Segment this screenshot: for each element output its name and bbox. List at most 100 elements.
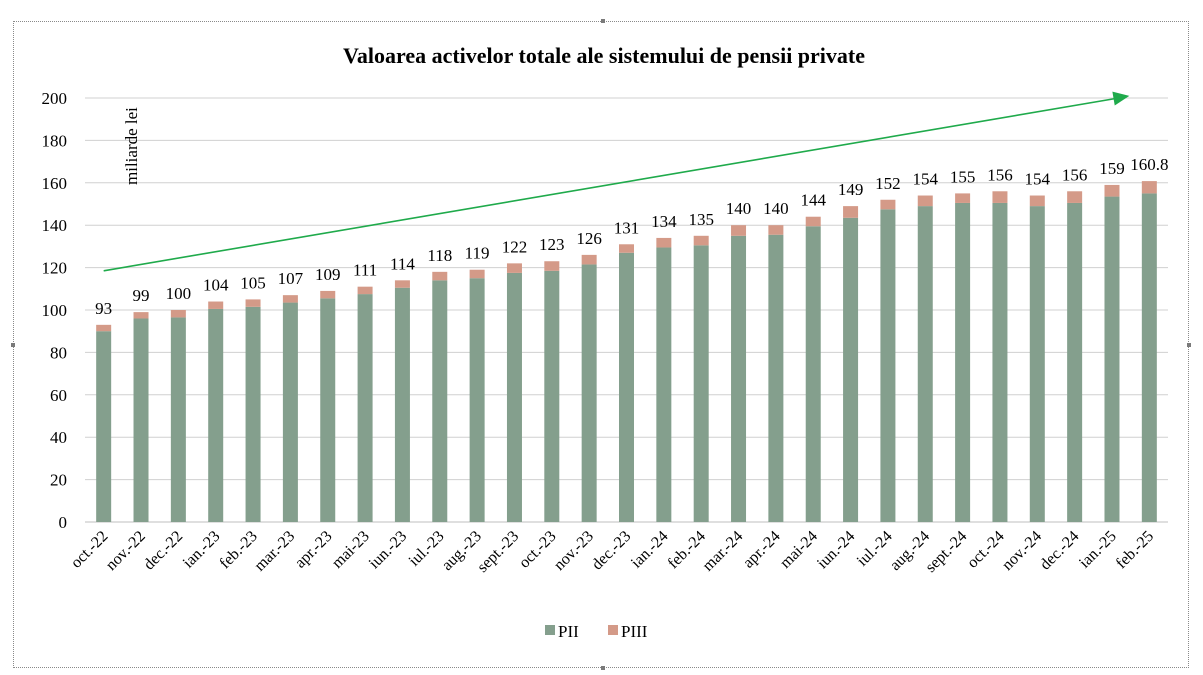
bar-piii: [1067, 191, 1083, 203]
bar-piii: [133, 312, 149, 319]
legend: PII PIII: [545, 622, 648, 641]
bar-pii: [506, 272, 522, 522]
data-label: 123: [539, 235, 565, 254]
data-label: 144: [800, 191, 826, 210]
data-label: 122: [502, 237, 528, 256]
data-label: 155: [950, 167, 976, 186]
bar-pii: [469, 278, 485, 522]
y-tick-label: 20: [50, 471, 67, 490]
bar-piii: [170, 310, 186, 318]
data-label: 156: [987, 165, 1013, 184]
bar-piii: [656, 237, 672, 248]
bar-pii: [357, 294, 373, 522]
data-label: 119: [465, 244, 490, 263]
bar-piii: [432, 271, 448, 281]
y-tick-label: 100: [42, 301, 68, 320]
bar-pii: [320, 298, 336, 522]
bar-piii: [917, 195, 933, 207]
data-label: 100: [166, 284, 192, 303]
bar-piii: [1104, 184, 1120, 197]
bar-pii: [133, 318, 149, 522]
x-tick-label: nov.-22: [103, 528, 149, 574]
bar-pii: [544, 270, 560, 522]
data-label: 154: [913, 170, 939, 189]
bar-piii: [581, 254, 597, 265]
bar-piii: [357, 286, 373, 295]
data-label: 152: [875, 174, 901, 193]
x-tick-label: nov.-23: [551, 528, 597, 574]
x-axis: oct.-22nov.-22dec.-22ian.-23feb.-23mar.-…: [68, 528, 1157, 576]
bar-pii: [1029, 206, 1045, 522]
bar-piii: [208, 301, 224, 309]
data-label: 160.8: [1130, 155, 1168, 174]
data-label: 135: [688, 210, 714, 229]
resize-handle[interactable]: [601, 666, 605, 670]
bar-piii: [544, 261, 560, 271]
x-tick-label: mai-23: [329, 528, 373, 572]
trend-line: [103, 97, 1120, 272]
trend-arrowhead: [1112, 91, 1130, 106]
bar-piii: [619, 244, 634, 253]
x-tick-label: mar.-24: [699, 528, 746, 575]
data-label: 154: [1025, 170, 1051, 189]
resize-handle[interactable]: [601, 19, 605, 23]
x-tick-label: dec.-24: [1037, 528, 1083, 574]
data-label: 118: [427, 246, 452, 265]
y-tick-label: 180: [42, 131, 68, 150]
x-tick-label: iun.-24: [814, 528, 858, 572]
data-label: 99: [133, 286, 150, 305]
bar-piii: [1141, 181, 1157, 194]
legend-swatch: [608, 625, 618, 635]
x-tick-label: mai-24: [777, 528, 821, 572]
bar-pii: [731, 235, 747, 523]
bar-pii: [282, 302, 298, 522]
x-tick-label: sept.-24: [922, 528, 970, 576]
x-tick-label: ian.-25: [1076, 528, 1120, 572]
bar-piii: [282, 295, 298, 303]
x-tick-label: nov.-24: [999, 528, 1045, 574]
bar-pii: [208, 308, 224, 522]
y-tick-label: 120: [42, 259, 68, 278]
chart-title: Valoarea activelor totale ale sistemului…: [343, 43, 865, 68]
bar-pii: [805, 226, 821, 522]
bar-pii: [656, 247, 672, 522]
x-tick-label: ian.-23: [180, 528, 224, 572]
data-label: 131: [614, 218, 640, 237]
bar-piii: [843, 206, 859, 218]
x-tick-label: apr.-23: [292, 528, 336, 572]
data-label: 134: [651, 212, 677, 231]
bar-pii: [843, 217, 859, 522]
bar-piii: [731, 225, 747, 236]
legend-label: PII: [558, 622, 579, 641]
resize-handle[interactable]: [11, 343, 15, 347]
bar-pii: [245, 306, 261, 522]
total-labels: 93 99 100 104 105 107 109 111 114 118 119 122 123 126…: [95, 155, 1168, 318]
bar-piii: [394, 280, 410, 288]
bars: [96, 181, 1157, 523]
y-axis: 0 20 40 60 80 100 120 140 160 180 200: [42, 89, 68, 532]
resize-handle[interactable]: [1187, 343, 1191, 347]
data-label: 156: [1062, 165, 1088, 184]
bar-pii: [394, 287, 410, 522]
x-tick-label: ian.-24: [628, 528, 672, 572]
bar-piii: [805, 216, 821, 227]
y-tick-label: 60: [50, 386, 67, 405]
y-tick-label: 80: [50, 343, 67, 362]
x-tick-label: apr.-24: [740, 528, 784, 572]
bar-piii: [96, 324, 112, 332]
bar-pii: [917, 206, 933, 522]
data-label: 114: [390, 254, 415, 273]
y-tick-label: 200: [42, 89, 68, 108]
x-tick-label: iun.-23: [366, 528, 410, 572]
bar-pii: [880, 209, 896, 523]
bar-pii: [693, 245, 709, 522]
bar-piii: [506, 263, 522, 273]
bar-pii: [955, 202, 971, 522]
bar-pii: [1067, 202, 1083, 522]
data-label: 93: [95, 299, 112, 318]
bar-pii: [96, 331, 112, 522]
data-label: 126: [576, 229, 602, 248]
y-tick-label: 0: [59, 513, 68, 532]
data-label: 111: [353, 261, 377, 280]
bar-pii: [581, 264, 597, 522]
